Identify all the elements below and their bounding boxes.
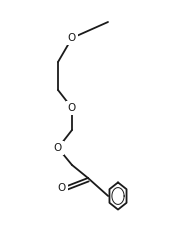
Text: O: O — [58, 183, 66, 193]
Text: O: O — [68, 103, 76, 113]
Text: O: O — [54, 143, 62, 153]
Text: O: O — [68, 33, 76, 43]
